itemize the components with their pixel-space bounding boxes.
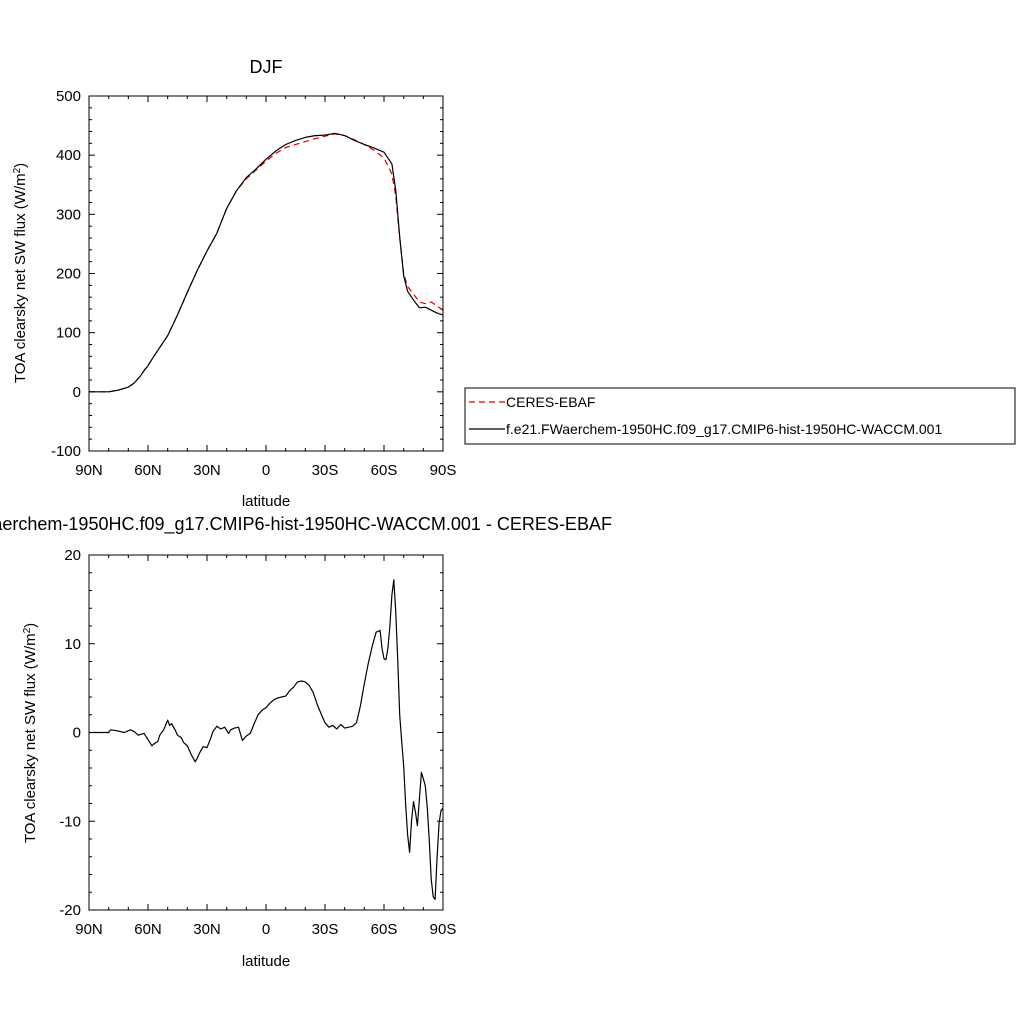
bottom-chart-marks: 90N 60N 30N 0 30S 60S 90S -20 -10 0 10 20 (59, 547, 456, 938)
bottom-chart: f.e21.FWaerchem-1950HC.f09_g17.CMIP6-his… (0, 514, 612, 970)
top-series-1-line (89, 132, 444, 393)
top-chart-xlabel: latitude (242, 493, 290, 510)
bottom-series-0-line (89, 579, 444, 901)
top-xtick-label: 90S (430, 462, 457, 479)
top-ylabel-prefix: TOA clearsky net SW flux (W/m (12, 173, 29, 383)
bottom-plot-frame (88, 554, 444, 911)
bottom-chart-ylabel: TOA clearsky net SW flux (W/m2) (22, 623, 40, 843)
top-xtick-label: 60N (134, 462, 162, 479)
top-xtick-label: 0 (262, 462, 270, 479)
bottom-ytick-label: 20 (64, 547, 81, 564)
bottom-xtick-label: 0 (262, 921, 270, 938)
bottom-xtick-label: 60N (134, 921, 162, 938)
bottom-xtick-label: 30N (193, 921, 221, 938)
top-chart: DJF 90N 60N 30N 0 30S 60S 90S -100 0 100 200 300 400… (12, 57, 457, 510)
top-ytick-label: 500 (56, 88, 81, 105)
top-ytick-label: 300 (56, 206, 81, 223)
bottom-ylabel-suffix: ) (22, 623, 39, 628)
top-series-0-line (89, 133, 444, 393)
top-plot-frame (88, 95, 444, 452)
top-ytick-label: 0 (73, 384, 81, 401)
top-ylabel-sup: 2 (12, 167, 23, 173)
bottom-ytick-label: 0 (73, 725, 81, 742)
top-ytick-label: -100 (51, 443, 81, 460)
bottom-chart-xlabel: latitude (242, 953, 290, 970)
top-chart-marks: 90N 60N 30N 0 30S 60S 90S -100 0 100 200 300 400 500 (51, 88, 456, 479)
top-chart-title: DJF (250, 57, 283, 77)
top-ytick-label: 100 (56, 325, 81, 342)
top-xtick-label: 60S (371, 462, 398, 479)
top-ytick-label: 400 (56, 147, 81, 164)
top-xtick-label: 30S (312, 462, 339, 479)
bottom-xtick-label: 30S (312, 921, 339, 938)
bottom-xtick-label: 90N (75, 921, 103, 938)
legend: CERES-EBAF f.e21.FWaerchem-1950HC.f09_g1… (464, 387, 1016, 445)
bottom-ytick-label: 10 (64, 636, 81, 653)
bottom-ytick-label: -10 (59, 813, 81, 830)
bottom-ytick-label: -20 (59, 902, 81, 919)
bottom-chart-title: f.e21.FWaerchem-1950HC.f09_g17.CMIP6-his… (0, 514, 612, 535)
top-ytick-label: 200 (56, 266, 81, 283)
bottom-ylabel-sup: 2 (22, 627, 33, 633)
legend-label-model: f.e21.FWaerchem-1950HC.f09_g17.CMIP6-his… (506, 421, 942, 437)
top-xtick-label: 30N (193, 462, 221, 479)
top-xtick-label: 90N (75, 462, 103, 479)
bottom-xtick-label: 60S (371, 921, 398, 938)
bottom-ylabel-prefix: TOA clearsky net SW flux (W/m (22, 633, 39, 843)
legend-box (464, 387, 1016, 445)
bottom-xtick-label: 90S (430, 921, 457, 938)
top-chart-ylabel: TOA clearsky net SW flux (W/m2) (12, 163, 30, 383)
top-ylabel-suffix: ) (12, 163, 29, 168)
legend-label-ceres: CERES-EBAF (506, 394, 595, 410)
